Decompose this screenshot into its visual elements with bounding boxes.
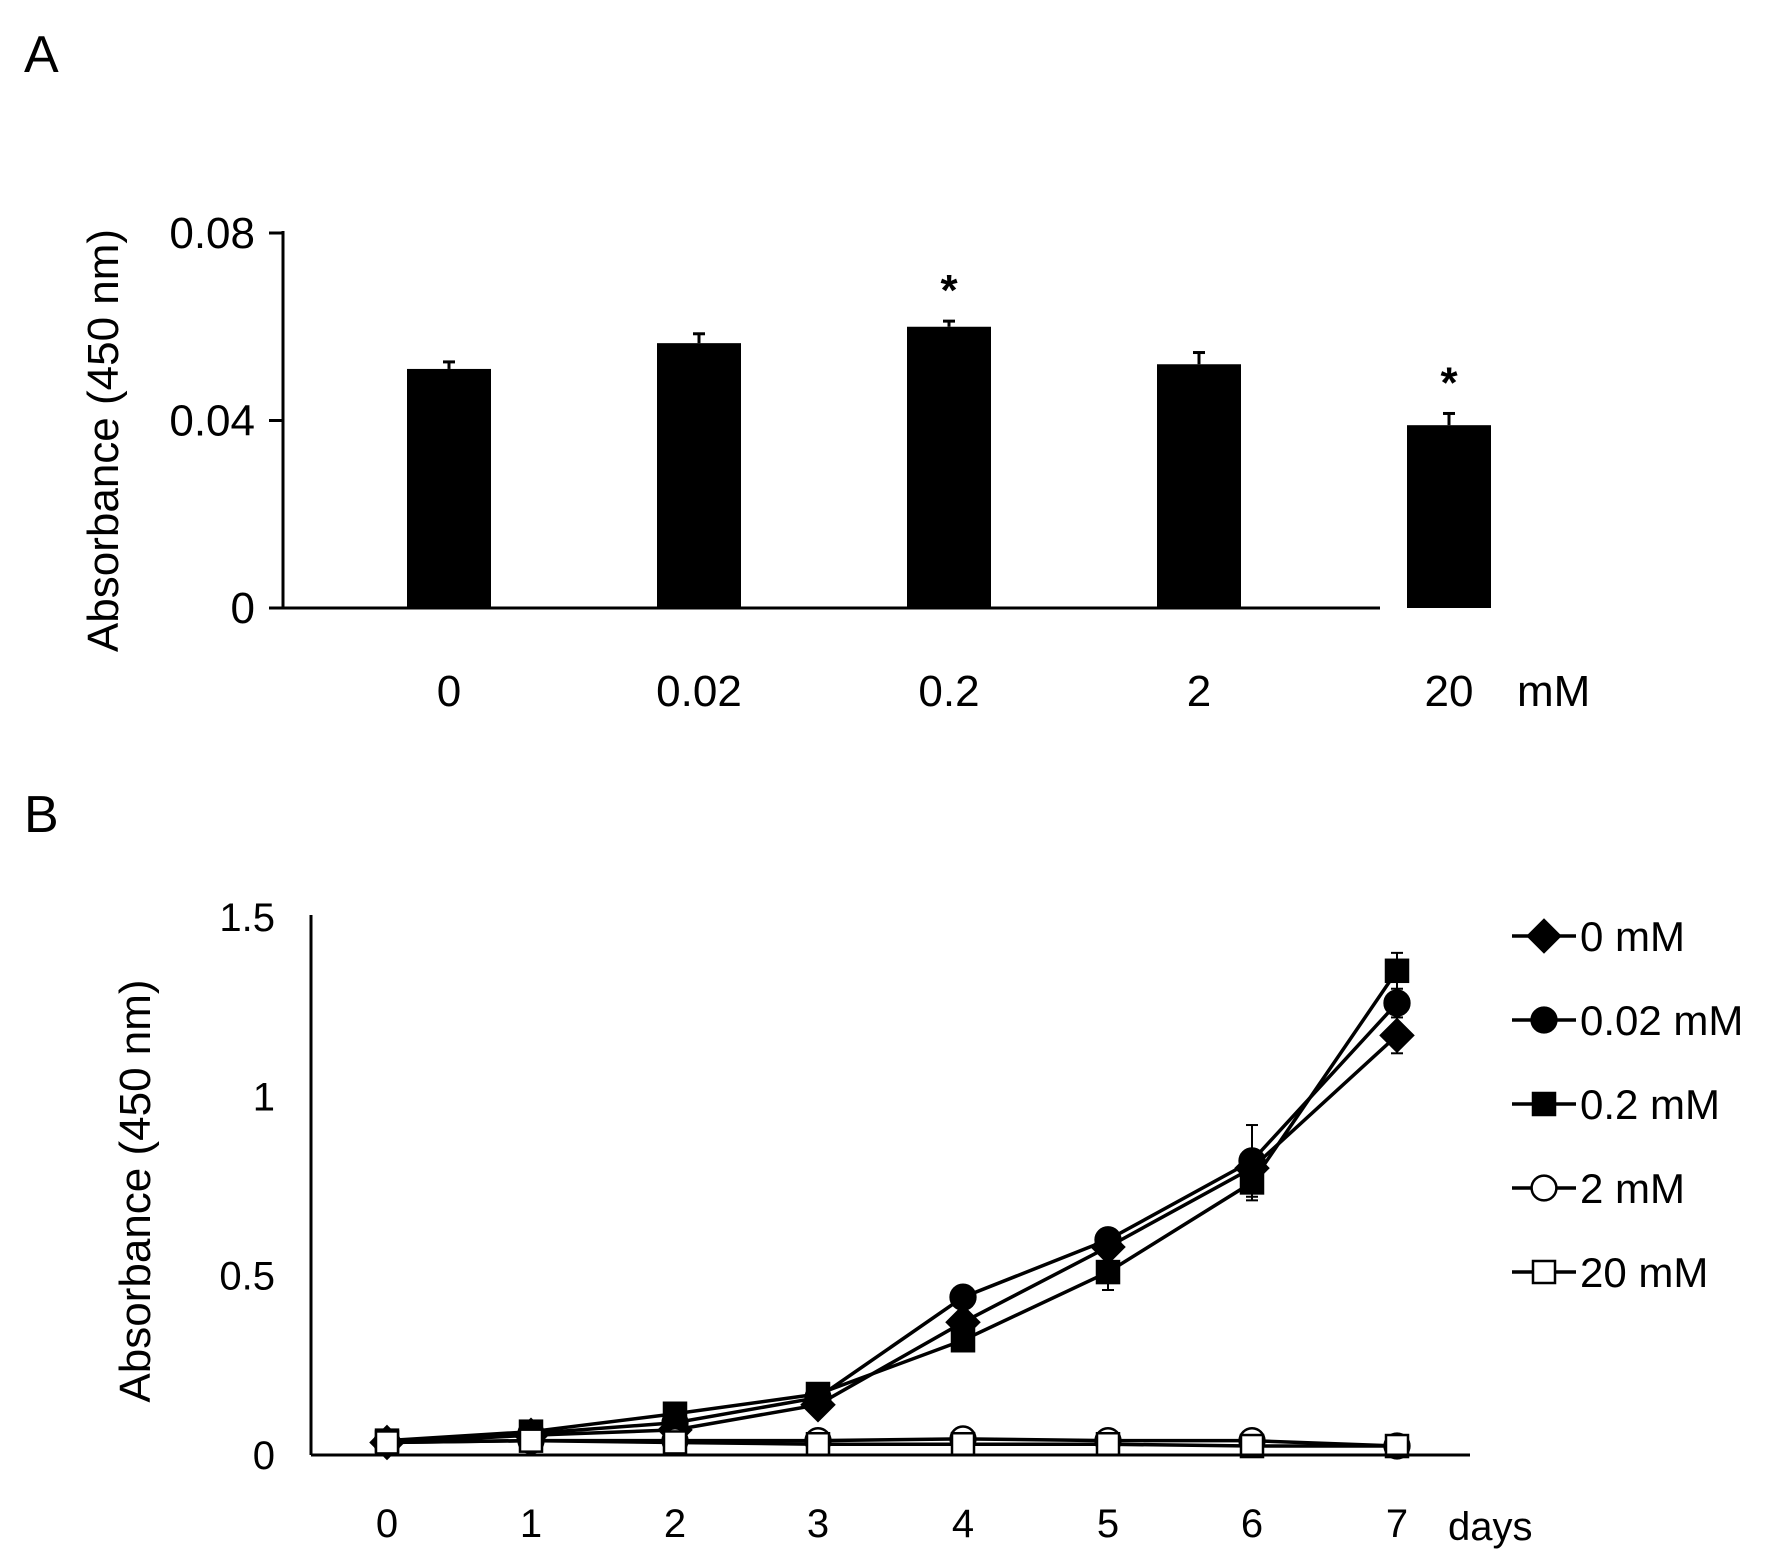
data-point: [950, 1327, 976, 1353]
legend-marker: [1531, 1259, 1557, 1285]
panel-a-label: A: [24, 26, 59, 84]
bar: [407, 368, 491, 608]
panel-b-y-tick-label: 1: [253, 1075, 275, 1119]
panel-a-x-tick-label: 0.2: [918, 667, 979, 716]
panel-b-error-bars: [381, 951, 1403, 1446]
data-point: [805, 1431, 831, 1457]
data-point: [1094, 1226, 1122, 1254]
legend-entry: 20 mM: [1512, 1249, 1708, 1296]
legend-marker: [1530, 1174, 1558, 1202]
data-point: [662, 1430, 688, 1455]
panel-a: A Absorbance (450 nm) 00.040.08 ** 0 0.02…: [24, 26, 1590, 716]
panel-a-y-tick-label: 0.08: [169, 209, 255, 258]
panel-a-y-tick-label: 0.04: [169, 397, 255, 446]
panel-b-x-tick-label: 6: [1241, 1502, 1263, 1546]
panel-b-series-markers: [369, 958, 1415, 1461]
panel-a-x-tick-label: 2: [1187, 667, 1211, 716]
legend-label: 2 mM: [1580, 1165, 1685, 1212]
panel-b-y-axis-title: Absorbance (450 nm): [111, 979, 160, 1402]
legend-entry: 0.02 mM: [1512, 997, 1743, 1044]
legend-marker: [1531, 1091, 1557, 1117]
panel-a-bars: [407, 326, 1491, 608]
data-point: [1383, 989, 1411, 1017]
panel-b-y-tick-label: 1.5: [219, 896, 275, 940]
panel-b-label: B: [24, 786, 59, 844]
panel-b-y-axis-label: Absorbance (450 nm): [111, 979, 160, 1402]
legend-label: 0.02 mM: [1580, 997, 1743, 1044]
panel-b-x-tick-label: 0: [376, 1502, 398, 1546]
panel-b-x-tick-label: 3: [807, 1502, 829, 1546]
legend-entry: 0 mM: [1512, 913, 1685, 960]
legend-marker: [1530, 1006, 1558, 1034]
significance-star: *: [940, 266, 958, 315]
series-line: [386, 1438, 1397, 1448]
legend-label: 0.2 mM: [1580, 1081, 1720, 1128]
data-point: [662, 1401, 688, 1427]
panel-b-x-tick-label: 2: [664, 1502, 686, 1546]
significance-star: *: [1440, 358, 1458, 407]
panel-a-x-tick-labels: 0 0.02 0.2 2 20: [437, 667, 1474, 716]
data-point: [1095, 1259, 1121, 1285]
legend-marker: [1526, 918, 1562, 954]
legend-label: 20 mM: [1580, 1249, 1708, 1296]
panel-a-error-bars: [443, 319, 1455, 426]
bar: [1407, 425, 1491, 608]
panel-a-significance-marks: **: [940, 266, 1458, 407]
panel-b-y-tick-label: 0.5: [219, 1255, 275, 1299]
bar: [907, 326, 991, 608]
panel-b-y-tick-label: 0: [253, 1434, 275, 1478]
panel-a-x-unit: mM: [1517, 667, 1590, 716]
panel-a-y-ticks: 0 0.04 0.08: [169, 209, 283, 633]
legend-entry: 0.2 mM: [1512, 1081, 1720, 1128]
panel-a-y-axis-title: Absorbance (450 nm): [79, 229, 128, 652]
series-line: [386, 969, 1399, 1443]
panel-a-y-tick-label: 0: [231, 584, 255, 633]
data-point: [1095, 1431, 1121, 1457]
data-point: [950, 1431, 976, 1457]
panel-a-x-tick-label: 20: [1425, 667, 1474, 716]
panel-b-y-ticks: 0 0.5 1 1.5: [219, 896, 275, 1478]
panel-a-x-tick-label: 0.02: [656, 667, 742, 716]
data-point: [374, 1430, 400, 1455]
bar: [1157, 364, 1241, 608]
panel-b-x-tick-labels: 0 1 2 3 4 5 6 7: [376, 1502, 1408, 1546]
data-point: [1238, 1147, 1266, 1175]
panel-b-x-unit: days: [1448, 1505, 1533, 1549]
data-point: [518, 1428, 544, 1453]
panel-b-legend: 0 mM 0.02 mM 0.2 mM 2 mM 20 mM: [1512, 913, 1743, 1296]
data-point: [1239, 1433, 1265, 1459]
series-line: [386, 1034, 1399, 1445]
panel-b-series-lines: [386, 969, 1399, 1448]
data-point: [1384, 958, 1410, 984]
legend-entry: 2 mM: [1512, 1165, 1685, 1212]
bar: [657, 343, 741, 608]
panel-a-x-tick-label: 0: [437, 667, 461, 716]
panel-a-y-axis-label: Absorbance (450 nm): [79, 229, 128, 652]
data-point: [805, 1381, 831, 1407]
data-point: [1239, 1170, 1265, 1195]
data-point: [949, 1283, 977, 1311]
series-line: [386, 1001, 1399, 1445]
panel-b-x-tick-label: 7: [1386, 1502, 1408, 1546]
data-point: [1384, 1433, 1410, 1459]
panel-b-x-tick-label: 4: [952, 1502, 974, 1546]
data-point: [1379, 1017, 1415, 1054]
legend-label: 0 mM: [1580, 913, 1685, 960]
panel-b-x-tick-label: 1: [520, 1502, 542, 1546]
panel-b-x-tick-label: 5: [1097, 1502, 1119, 1546]
